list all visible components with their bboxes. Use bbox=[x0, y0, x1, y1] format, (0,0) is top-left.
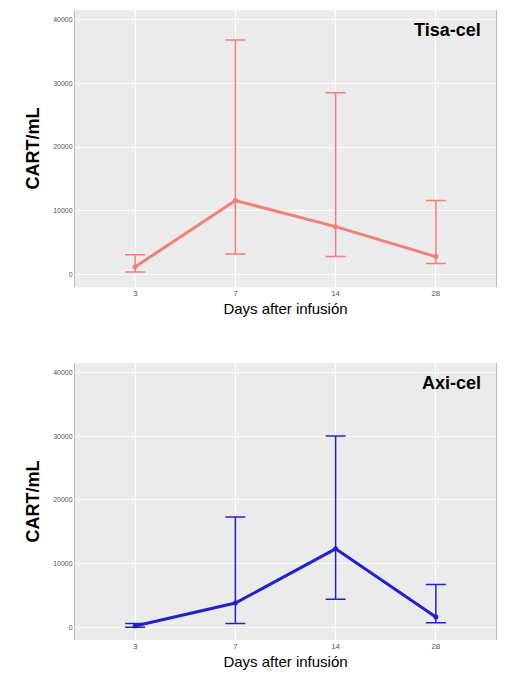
svg-text:CART/mL: CART/mL bbox=[23, 460, 43, 542]
svg-text:0: 0 bbox=[69, 271, 73, 278]
svg-text:10000: 10000 bbox=[53, 560, 73, 567]
svg-text:3: 3 bbox=[133, 642, 138, 651]
svg-text:7: 7 bbox=[233, 642, 238, 651]
svg-text:20000: 20000 bbox=[53, 496, 73, 503]
svg-text:0: 0 bbox=[69, 624, 73, 631]
svg-text:20000: 20000 bbox=[53, 143, 73, 150]
svg-text:Days after infusión: Days after infusión bbox=[223, 300, 347, 317]
svg-text:28: 28 bbox=[431, 642, 440, 651]
svg-text:40000: 40000 bbox=[53, 16, 73, 23]
svg-text:30000: 30000 bbox=[53, 80, 73, 87]
svg-text:CART/mL: CART/mL bbox=[23, 108, 43, 190]
svg-text:10000: 10000 bbox=[53, 207, 73, 214]
svg-text:28: 28 bbox=[431, 289, 440, 298]
svg-text:3: 3 bbox=[133, 289, 138, 298]
svg-text:Days after infusión: Days after infusión bbox=[223, 653, 347, 670]
svg-text:30000: 30000 bbox=[53, 433, 73, 440]
svg-text:14: 14 bbox=[331, 289, 340, 298]
svg-text:40000: 40000 bbox=[53, 369, 73, 376]
svg-text:7: 7 bbox=[233, 289, 238, 298]
svg-text:Tisa-cel: Tisa-cel bbox=[414, 20, 481, 40]
svg-text:14: 14 bbox=[331, 642, 340, 651]
svg-text:Axi-cel: Axi-cel bbox=[422, 373, 481, 393]
